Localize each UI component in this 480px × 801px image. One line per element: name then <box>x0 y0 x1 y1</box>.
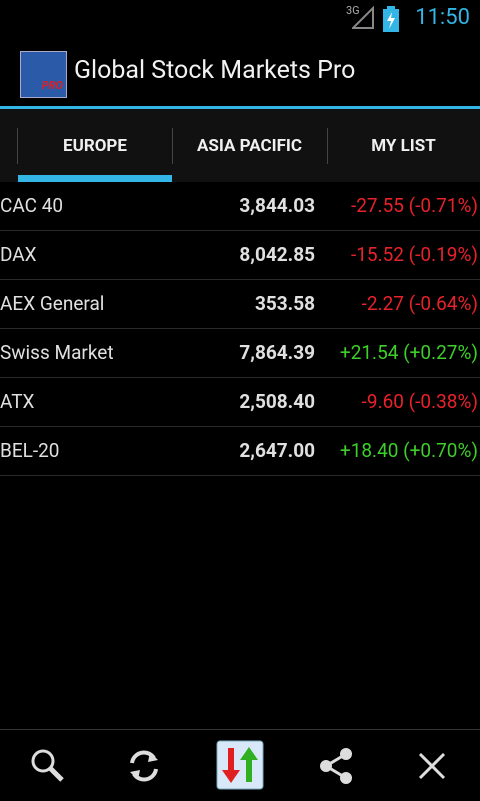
stock-name: Swiss Market <box>0 341 114 364</box>
search-button[interactable] <box>28 746 68 786</box>
stock-name: AEX General <box>0 292 105 315</box>
tab-separator <box>172 128 173 164</box>
tab-bar <box>0 109 480 182</box>
share-button[interactable] <box>316 746 356 786</box>
app-icon-text: PRO <box>41 79 63 92</box>
stock-value: 2,508.40 <box>239 390 315 413</box>
stock-name: BEL-20 <box>0 439 60 462</box>
bottom-bar <box>0 729 480 801</box>
stock-row[interactable]: ATX 2,508.40 -9.60 (-0.38%) <box>0 378 480 427</box>
tab-separator <box>327 128 328 164</box>
stock-change: -27.55 (-0.71%) <box>350 194 478 217</box>
stock-value: 3,844.03 <box>239 194 315 217</box>
stock-name: CAC 40 <box>0 194 64 217</box>
stock-value: 7,864.39 <box>239 341 315 364</box>
tab-separator <box>17 128 18 164</box>
stock-row[interactable]: CAC 40 3,844.03 -27.55 (-0.71%) <box>0 182 480 231</box>
app-title: Global Stock Markets Pro <box>74 56 356 85</box>
battery-icon <box>383 6 399 32</box>
network-label: 3G <box>346 4 360 17</box>
stock-change: -15.52 (-0.19%) <box>350 243 478 266</box>
app-icon[interactable]: PRO <box>20 51 67 98</box>
clock: 11:50 <box>415 5 470 30</box>
tab-indicator <box>18 175 172 182</box>
refresh-button[interactable] <box>124 746 164 786</box>
stock-row[interactable]: DAX 8,042.85 -15.52 (-0.19%) <box>0 231 480 280</box>
stock-change: +21.54 (+0.27%) <box>339 341 478 364</box>
status-bar: 3G 11:50 <box>0 0 480 38</box>
tab[interactable]: ASIA PACIFIC <box>196 136 303 156</box>
stock-change: -2.27 (-0.64%) <box>361 292 478 315</box>
stock-value: 353.58 <box>254 292 315 315</box>
action-bar: PRO Global Stock Markets Pro <box>0 38 480 106</box>
tab[interactable]: EUROPE <box>63 136 127 156</box>
signal-icon <box>352 6 374 29</box>
action-bar-divider <box>0 106 480 109</box>
stock-row[interactable]: AEX General 353.58 -2.27 (-0.64%) <box>0 280 480 329</box>
sort-button[interactable] <box>216 740 264 790</box>
stock-value: 8,042.85 <box>239 243 315 266</box>
stock-value: 2,647.00 <box>239 439 315 462</box>
stock-name: ATX <box>0 390 35 413</box>
stock-change: -9.60 (-0.38%) <box>361 390 478 413</box>
stock-row[interactable]: BEL-20 2,647.00 +18.40 (+0.70%) <box>0 427 480 476</box>
stock-row[interactable]: Swiss Market 7,864.39 +21.54 (+0.27%) <box>0 329 480 378</box>
tab[interactable]: MY LIST <box>371 136 436 156</box>
stock-change: +18.40 (+0.70%) <box>339 439 478 462</box>
close-button[interactable] <box>412 746 452 786</box>
stock-name: DAX <box>0 243 37 266</box>
